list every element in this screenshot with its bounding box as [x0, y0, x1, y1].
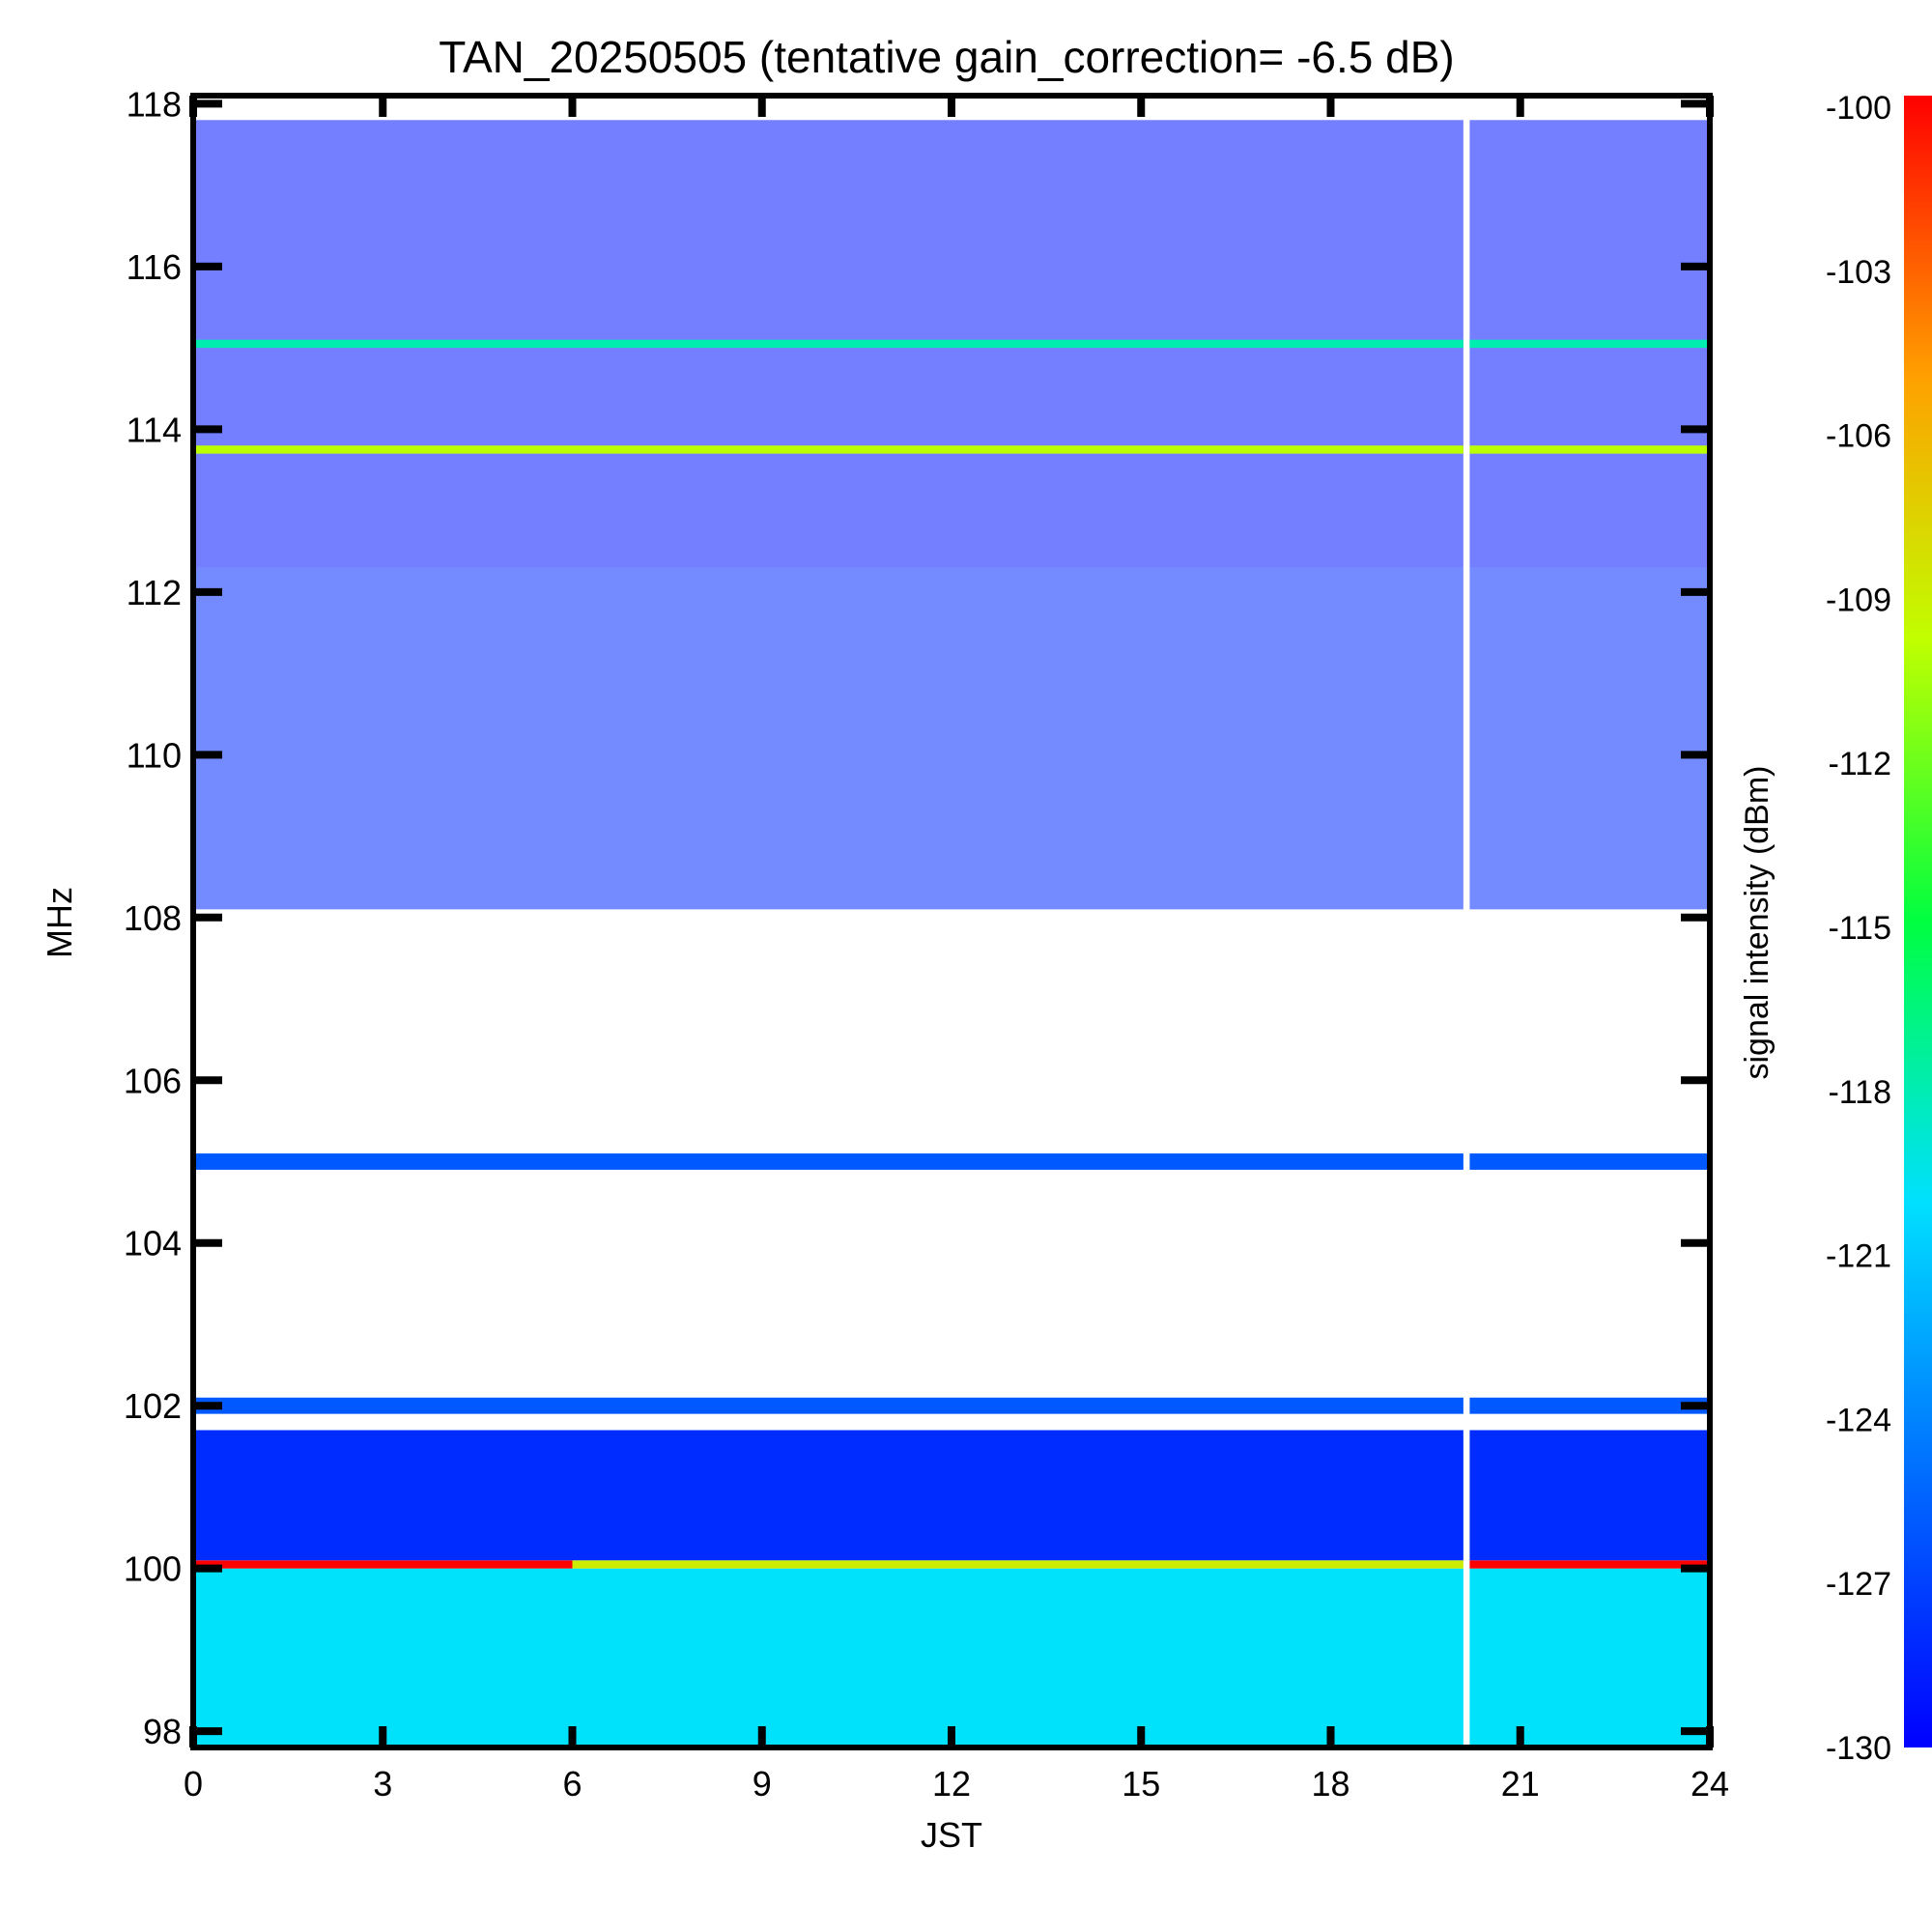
x-tick-label-3: 9	[753, 1764, 772, 1804]
colorbar-tick-label-6: -118	[1828, 1074, 1891, 1111]
y-axis-label: MHz	[40, 887, 79, 958]
x-tick-label-5: 15	[1122, 1764, 1160, 1804]
colorbar-tick-label-7: -121	[1826, 1238, 1891, 1275]
colorbar-tick-label-3: -109	[1826, 582, 1891, 618]
colorbar-tick-label-1: -103	[1826, 254, 1891, 291]
heatmap-band-3-seg-1	[1469, 1397, 1710, 1414]
heatmap-band-5-seg-0	[193, 567, 1463, 910]
chart-title: TAN_20250505 (tentative gain_correction=…	[439, 32, 1454, 82]
heatmap-band-0-seg-0	[193, 1568, 1463, 1747]
y-tick-label-9: 116	[127, 247, 182, 287]
colorbar-ticks: -100 -103 -106 -109 -112 -115 -118 -121 -124 -127…	[1826, 90, 1891, 1767]
x-tick-label-4: 12	[932, 1764, 971, 1804]
colorbar-tick-label-8: -124	[1826, 1402, 1891, 1438]
y-tick-label-5: 108	[124, 898, 182, 938]
x-tick-label-8: 24	[1690, 1764, 1729, 1804]
heatmap-band-2-seg-0	[193, 1430, 1463, 1561]
y-tick-label-1: 100	[124, 1549, 182, 1589]
y-tick-label-6: 110	[127, 735, 182, 775]
y-tick-label-7: 112	[127, 573, 182, 612]
y-tick-label-3: 104	[124, 1224, 182, 1264]
colorbar-tick-label-2: -106	[1826, 418, 1891, 455]
colorbar-tick-label-5: -115	[1828, 910, 1891, 947]
heatmap-band-1-seg-0	[193, 1560, 573, 1569]
y-tick-label-8: 114	[127, 410, 182, 449]
axes-layer: 0 3 6 9 12 15 18 21 24 98 100 102 104 106 108 110 112 114…	[124, 84, 1729, 1804]
heatmap-band-7-seg-0	[193, 445, 1463, 454]
heatmap-band-0-seg-1	[1469, 1568, 1710, 1747]
colorbar-tick-label-0: -100	[1826, 90, 1891, 127]
heatmap-band-7-seg-1	[1469, 445, 1710, 454]
heatmap-band-8-seg-1	[1469, 339, 1710, 349]
x-tick-label-0: 0	[184, 1764, 203, 1804]
heatmap-band-1-seg-1	[572, 1560, 1463, 1569]
colorbar-tick-label-10: -130	[1826, 1730, 1891, 1767]
heatmap-band-8-seg-0	[193, 339, 1463, 349]
colorbar	[1904, 96, 1932, 1747]
x-tick-label-6: 18	[1311, 1764, 1350, 1804]
x-axis-label: JST	[921, 1815, 982, 1855]
y-tick-label-0: 98	[143, 1712, 182, 1751]
y-tick-label-10: 118	[127, 84, 182, 124]
heatmap-band-4-seg-1	[1469, 1153, 1710, 1170]
heatmap-band-2-seg-1	[1469, 1430, 1710, 1561]
x-tick-label-7: 21	[1501, 1764, 1540, 1804]
x-tick-label-2: 6	[562, 1764, 582, 1804]
plot-area	[193, 120, 1710, 1747]
heatmap-band-1-seg-2	[1469, 1560, 1710, 1569]
heatmap-band-4-seg-0	[193, 1153, 1463, 1170]
heatmap-band-3-seg-0	[193, 1397, 1463, 1414]
colorbar-tick-label-4: -112	[1828, 746, 1891, 782]
y-tick-label-2: 102	[124, 1386, 182, 1426]
x-tick-label-1: 3	[373, 1764, 392, 1804]
y-tick-label-4: 106	[124, 1061, 182, 1100]
colorbar-tick-label-9: -127	[1826, 1566, 1891, 1603]
heatmap-band-5-seg-1	[1469, 567, 1710, 910]
colorbar-label: signal intensity (dBm)	[1739, 765, 1776, 1079]
